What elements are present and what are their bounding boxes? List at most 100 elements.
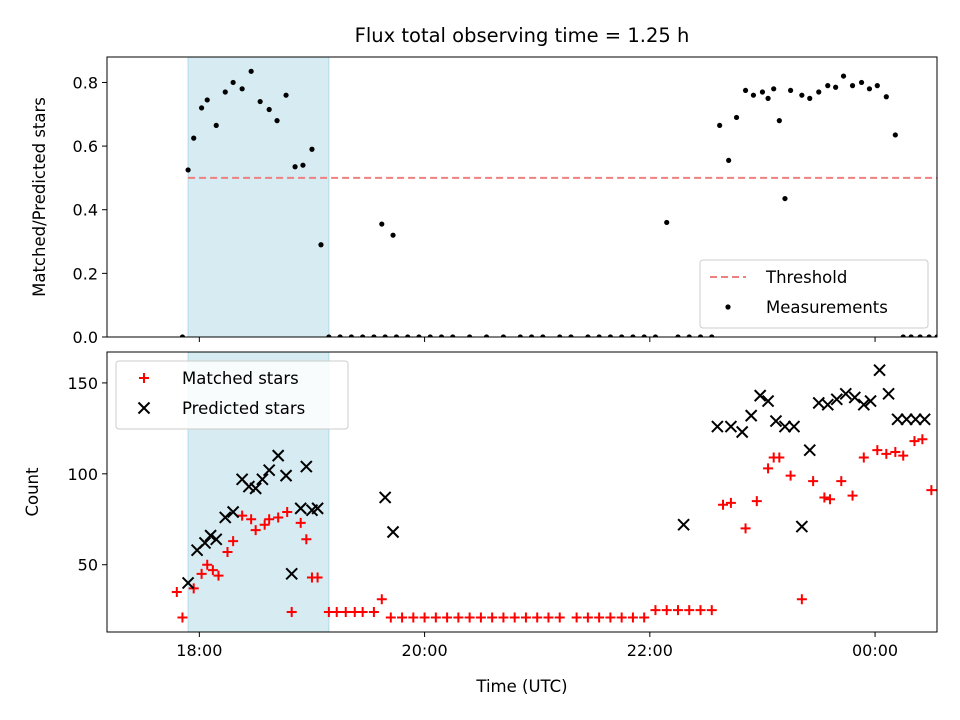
matched-star-point xyxy=(177,612,188,623)
measurement-point xyxy=(266,106,272,113)
predicted-star-point xyxy=(210,533,223,546)
matched-star-point xyxy=(582,612,593,623)
matched-star-point xyxy=(763,463,774,474)
measurement-point xyxy=(467,334,473,337)
matched-star-point xyxy=(312,572,323,583)
matched-star-point xyxy=(825,494,836,505)
matched-star-point xyxy=(695,605,706,616)
matched-star-point xyxy=(509,612,520,623)
matched-star-point xyxy=(917,434,928,445)
matched-star-point xyxy=(487,612,498,623)
plot-area xyxy=(179,68,937,337)
matched-star-point xyxy=(228,536,239,547)
predicted-star-point xyxy=(249,482,262,495)
legend-label: Matched stars xyxy=(182,369,299,388)
matched-star-point xyxy=(796,594,807,605)
measurement-point xyxy=(348,334,354,337)
measurement-point xyxy=(239,86,245,92)
measurement-point xyxy=(849,83,856,89)
y-tick-label: 100 xyxy=(67,465,98,484)
top-panel: 0.0 0.2 0.4 0.6 0.8 Matched/Predicted stars Th… xyxy=(30,56,938,347)
matched-star-point xyxy=(808,476,819,487)
predicted-star-point xyxy=(198,536,212,550)
measurement-point xyxy=(500,334,507,337)
y-tick-label: 150 xyxy=(67,374,98,393)
measurement-point xyxy=(540,334,546,337)
y-tick-label: 0.4 xyxy=(73,201,98,220)
matched-star-point xyxy=(259,519,270,530)
predicted-star-point xyxy=(271,449,285,462)
predicted-star-point xyxy=(724,420,738,433)
x-axis-label: Time (UTC) xyxy=(475,677,567,696)
chart-title: Flux total observing time = 1.25 h xyxy=(355,24,690,47)
measurement-point xyxy=(883,94,889,100)
measurement-point xyxy=(675,334,681,337)
measurement-point xyxy=(686,334,692,337)
measurement-point xyxy=(807,95,813,101)
measurement-point xyxy=(742,87,749,94)
legend-box xyxy=(115,360,349,430)
measurement-point xyxy=(427,334,433,337)
measurement-point xyxy=(248,68,254,74)
matched-star-point xyxy=(188,583,199,594)
legend-label: Threshold xyxy=(765,268,847,287)
predicted-star-point xyxy=(753,389,767,402)
measurement-point xyxy=(309,146,315,152)
measurement-point xyxy=(816,89,822,95)
legend-dot-swatch xyxy=(725,304,731,310)
matched-star-point xyxy=(774,452,785,463)
matched-star-point xyxy=(627,612,638,623)
matched-star-point xyxy=(246,514,257,525)
measurement-point xyxy=(765,95,771,101)
measurement-point xyxy=(416,334,422,337)
predicted-star-point xyxy=(378,491,392,504)
measurement-point xyxy=(652,334,659,337)
measurement-point xyxy=(908,334,914,337)
measurement-point xyxy=(257,98,263,105)
matched-star-point xyxy=(858,452,869,463)
measurement-point xyxy=(393,334,400,337)
matched-star-point xyxy=(706,605,717,616)
matched-star-point xyxy=(543,612,554,623)
matched-star-point xyxy=(650,605,661,616)
measurement-point xyxy=(360,334,366,337)
predicted-star-point xyxy=(226,505,240,519)
measurement-point xyxy=(917,334,923,337)
measurement-point xyxy=(517,334,523,337)
measurement-point xyxy=(204,97,210,103)
measurement-point xyxy=(709,334,715,337)
matched-star-point xyxy=(594,612,605,623)
measurement-point xyxy=(934,334,937,337)
predicted-star-point xyxy=(711,420,724,433)
bottom-panel: 18:0020:0022:0000:0002:0004:0006:0050100… xyxy=(23,351,938,660)
measurement-point xyxy=(222,89,228,95)
matched-star-point xyxy=(571,612,582,623)
matched-star-point xyxy=(207,565,218,576)
predicted-star-point xyxy=(795,520,809,533)
plot-area xyxy=(171,363,937,623)
axes-frame xyxy=(106,351,938,633)
matched-star-point xyxy=(909,436,920,447)
predicted-star-point xyxy=(787,420,801,433)
measurement-point xyxy=(274,118,280,124)
measurement-point xyxy=(405,334,411,337)
matched-star-point xyxy=(376,594,387,605)
axes-frame xyxy=(106,56,938,338)
predicted-star-point xyxy=(839,387,852,401)
predicted-star-point xyxy=(918,413,931,426)
measurement-point xyxy=(557,334,563,337)
measurement-point xyxy=(874,83,880,89)
measurement-point xyxy=(750,92,757,98)
matched-star-point xyxy=(171,587,182,597)
measurement-point xyxy=(568,334,574,337)
legend-label: Measurements xyxy=(766,298,888,317)
matched-star-point xyxy=(331,607,342,617)
predicted-star-point xyxy=(204,529,217,542)
measurement-point xyxy=(776,118,782,124)
measurement-point xyxy=(717,122,723,129)
matched-star-point xyxy=(250,525,261,536)
matched-star-point xyxy=(661,605,672,616)
matched-star-point xyxy=(196,568,207,579)
y-tick-label: 0.8 xyxy=(73,73,98,92)
